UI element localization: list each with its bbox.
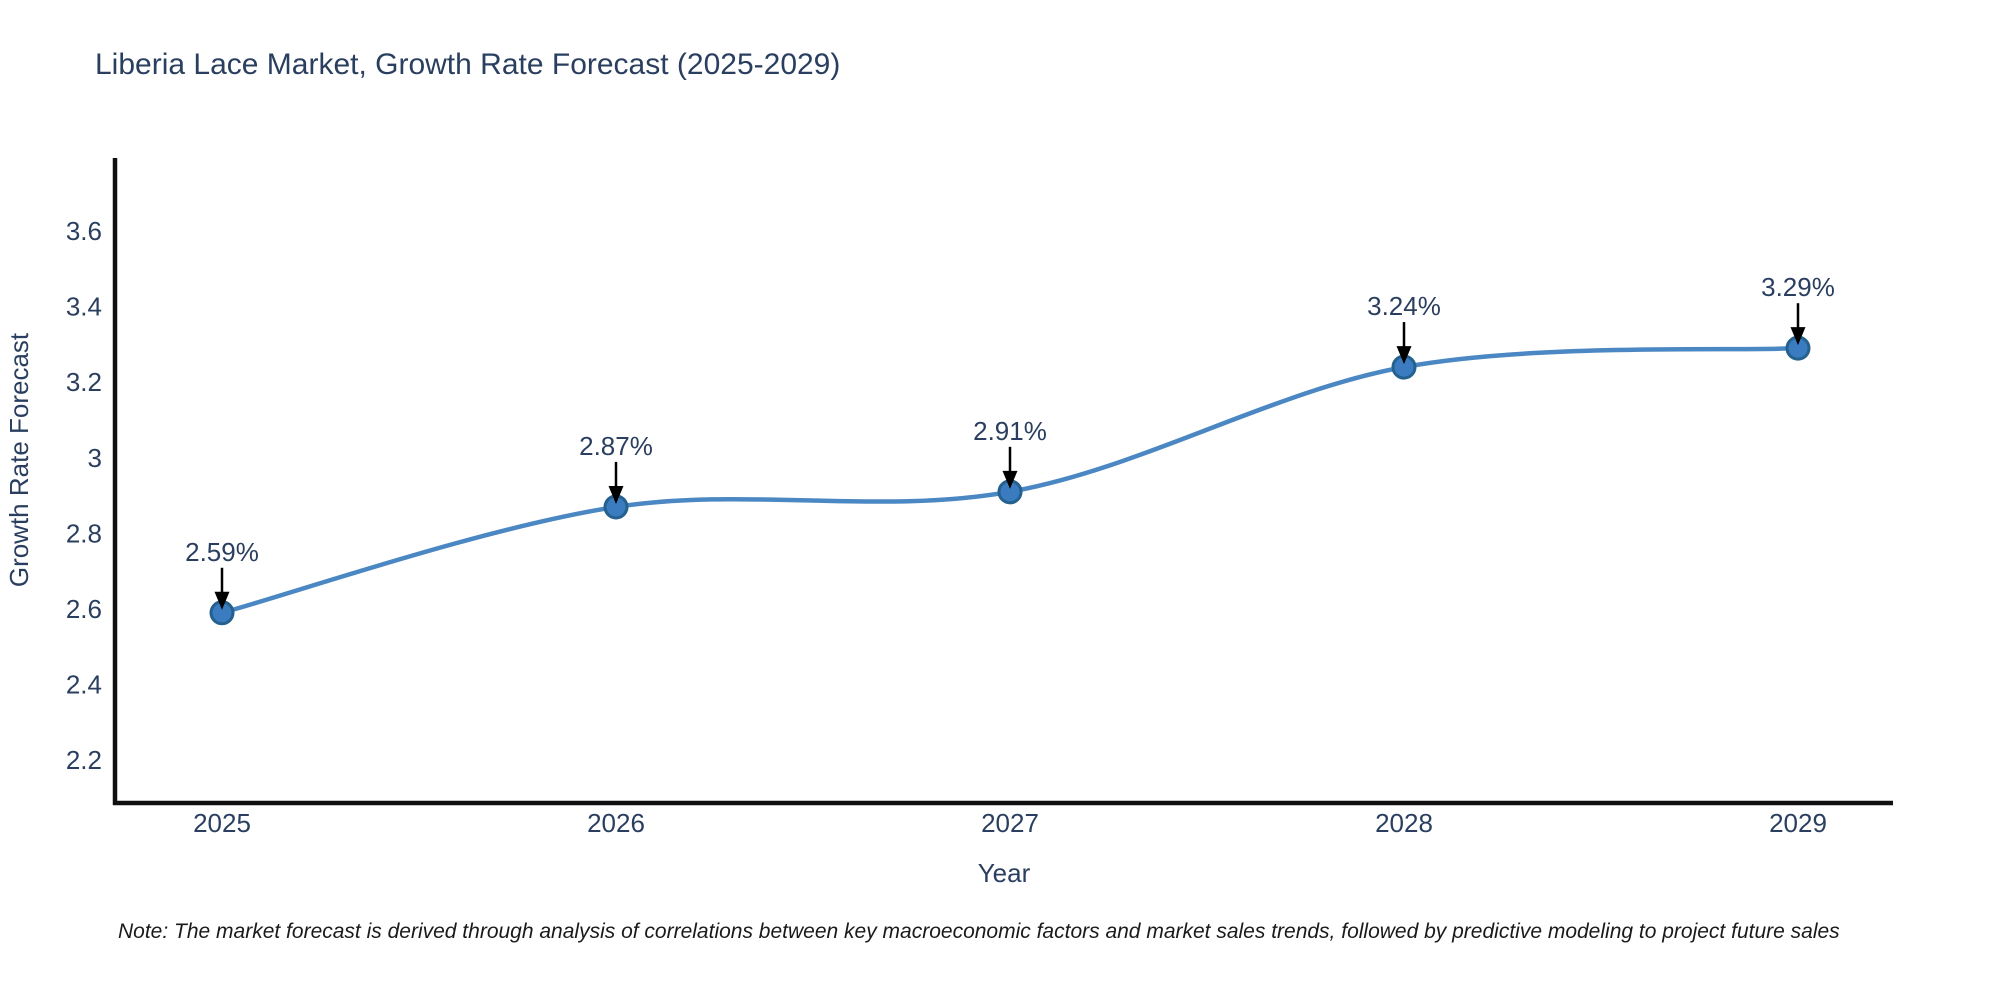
chart-title: Liberia Lace Market, Growth Rate Forecas… bbox=[95, 48, 841, 81]
y-tick-label: 2.6 bbox=[66, 594, 102, 624]
x-tick-label: 2029 bbox=[1769, 808, 1827, 838]
x-tick-label: 2027 bbox=[981, 808, 1039, 838]
x-axis-title: Year bbox=[978, 858, 1031, 888]
data-label: 2.91% bbox=[973, 416, 1047, 446]
data-label: 3.24% bbox=[1367, 291, 1441, 321]
y-tick-label: 3.4 bbox=[66, 292, 102, 322]
x-tick-label: 2026 bbox=[587, 808, 645, 838]
y-tick-label: 2.2 bbox=[66, 745, 102, 775]
axes bbox=[112, 158, 1893, 806]
y-axis-title: Growth Rate Forecast bbox=[4, 332, 34, 587]
y-tick-label: 2.4 bbox=[66, 670, 102, 700]
x-axis-ticks: 2025 2026 2027 2028 2029 bbox=[193, 808, 1827, 838]
data-label: 3.29% bbox=[1761, 272, 1835, 302]
annotation-arrow-head bbox=[608, 485, 624, 504]
data-label: 2.87% bbox=[579, 431, 653, 461]
x-tick-label: 2028 bbox=[1375, 808, 1433, 838]
data-label: 2.59% bbox=[185, 537, 259, 567]
annotation-arrow-head bbox=[214, 591, 230, 610]
y-tick-label: 3 bbox=[88, 443, 102, 473]
y-axis-ticks: 2.2 2.4 2.6 2.8 3 3.2 3.4 3.6 bbox=[66, 216, 102, 775]
footnote: Note: The market forecast is derived thr… bbox=[118, 920, 1840, 943]
y-tick-label: 2.8 bbox=[66, 518, 102, 548]
annotation-arrow-head bbox=[1790, 327, 1806, 346]
y-tick-label: 3.2 bbox=[66, 367, 102, 397]
y-tick-label: 3.6 bbox=[66, 216, 102, 246]
annotation-arrow-head bbox=[1396, 346, 1412, 365]
annotation-arrow-head bbox=[1002, 470, 1018, 489]
x-tick-label: 2025 bbox=[193, 808, 251, 838]
annotations-group: 2.59% 2.87% 2.91% 3.24% 3.29% bbox=[185, 272, 1835, 610]
